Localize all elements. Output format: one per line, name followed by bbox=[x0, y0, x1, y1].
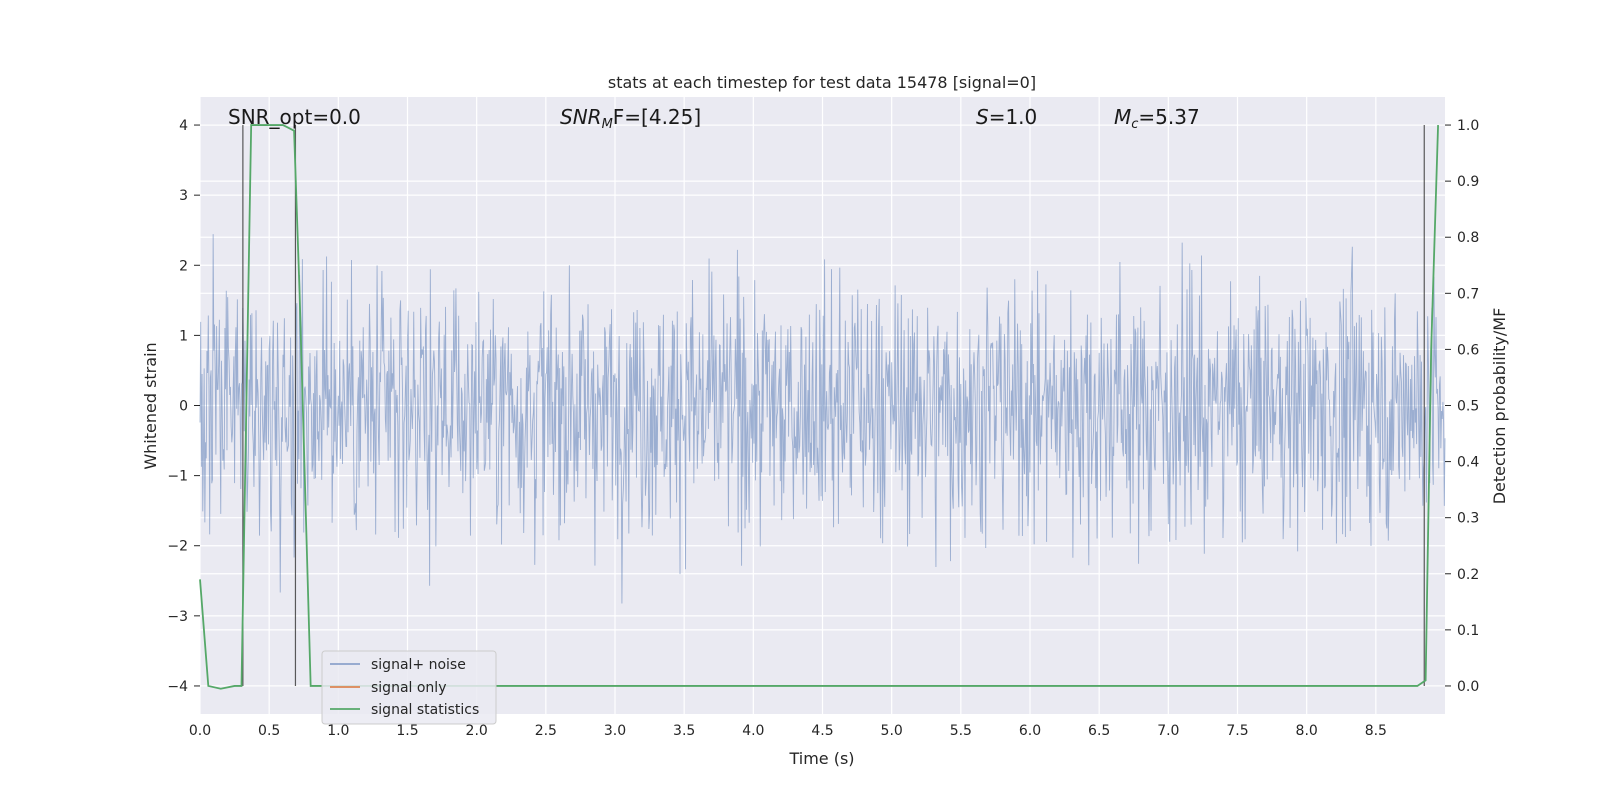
x-axis-ticks: 0.0 0.5 1.0 1.5 2.0 2.5 3.0 3.5 4.0 4.5 5.0 5.5 6.0 6… bbox=[189, 723, 1387, 739]
annotation-mc-sub: c bbox=[1131, 117, 1138, 132]
y2-tick-label: 0.3 bbox=[1457, 511, 1479, 527]
legend-box bbox=[321, 650, 497, 725]
y-tick-label: −2 bbox=[167, 539, 188, 555]
y2-axis-label: Detection probability/MF bbox=[1490, 308, 1509, 505]
y2-tick-label: 0.6 bbox=[1457, 342, 1479, 358]
y2-axis-ticks: 1.0 0.9 0.8 0.7 0.6 0.5 0.4 0.3 0.2 0.1 0.0 bbox=[1445, 118, 1479, 695]
annotation-s-value: =1.0 bbox=[989, 105, 1038, 129]
y-tick-label: −4 bbox=[167, 679, 188, 695]
annotation-mc: Mc=5.37 bbox=[1114, 105, 1200, 132]
y2-tick-label: 0.9 bbox=[1457, 174, 1479, 190]
y2-tick-label: 0.4 bbox=[1457, 455, 1479, 471]
y2-tick-label: 0.1 bbox=[1457, 623, 1479, 639]
legend-entry-signal-only: signal only bbox=[371, 680, 446, 696]
y2-tick-label: 0.7 bbox=[1457, 286, 1479, 302]
chart-title: stats at each timestep for test data 154… bbox=[608, 73, 1036, 92]
x-tick-label: 0.5 bbox=[258, 723, 280, 739]
legend: signal+ noise signal only signal statist… bbox=[321, 650, 497, 725]
y2-tick-label: 0.0 bbox=[1457, 679, 1479, 695]
x-tick-label: 7.0 bbox=[1157, 723, 1179, 739]
x-tick-label: 2.5 bbox=[535, 723, 557, 739]
annotation-snr-mf-value: F=[4.25] bbox=[613, 105, 701, 129]
annotation-snr-mf-main: SNR bbox=[560, 105, 602, 129]
y2-tick-label: 0.5 bbox=[1457, 399, 1479, 415]
y2-tick-label: 1.0 bbox=[1457, 118, 1479, 134]
x-tick-label: 1.0 bbox=[327, 723, 349, 739]
x-tick-label: 6.0 bbox=[1019, 723, 1041, 739]
x-tick-label: 7.5 bbox=[1226, 723, 1248, 739]
x-tick-label: 4.0 bbox=[742, 723, 764, 739]
annotation-mc-value: =5.37 bbox=[1138, 105, 1199, 129]
y2-tick-label: 0.8 bbox=[1457, 230, 1479, 246]
y-tick-label: 1 bbox=[179, 328, 188, 344]
y2-tick-label: 0.2 bbox=[1457, 567, 1479, 583]
x-tick-label: 1.5 bbox=[396, 723, 418, 739]
y-tick-label: 0 bbox=[179, 399, 188, 415]
annotation-s-main: S bbox=[976, 105, 989, 129]
x-tick-label: 3.0 bbox=[604, 723, 626, 739]
annotation-s: S=1.0 bbox=[976, 105, 1037, 129]
y-axis-ticks: 4 3 2 1 0 −1 −2 −3 −4 bbox=[167, 118, 200, 695]
x-tick-label: 4.5 bbox=[811, 723, 833, 739]
legend-entry-noise: signal+ noise bbox=[371, 657, 466, 673]
signal-noise-series bbox=[199, 234, 1446, 604]
annotation-snr-opt: SNR_opt=0.0 bbox=[228, 105, 361, 129]
annotation-mc-main: M bbox=[1114, 105, 1131, 129]
x-tick-label: 5.0 bbox=[881, 723, 903, 739]
y-tick-label: −3 bbox=[167, 609, 188, 625]
legend-entry-statistics: signal statistics bbox=[371, 702, 479, 718]
y-tick-label: −1 bbox=[167, 469, 188, 485]
x-tick-label: 8.0 bbox=[1296, 723, 1318, 739]
x-tick-label: 8.5 bbox=[1365, 723, 1387, 739]
x-tick-label: 6.5 bbox=[1088, 723, 1110, 739]
x-tick-label: 0.0 bbox=[189, 723, 211, 739]
y-tick-label: 2 bbox=[179, 258, 188, 274]
y-tick-label: 4 bbox=[179, 118, 188, 134]
annotation-snr-mf: SNRMF=[4.25] bbox=[560, 105, 701, 132]
x-tick-label: 2.0 bbox=[466, 723, 488, 739]
annotation-snr-mf-sub: M bbox=[602, 117, 613, 132]
x-axis-label: Time (s) bbox=[788, 749, 854, 768]
y-axis-label: Whitened strain bbox=[141, 342, 160, 469]
noise-trace bbox=[199, 234, 1446, 604]
y-tick-label: 3 bbox=[179, 188, 188, 204]
x-tick-label: 3.5 bbox=[673, 723, 695, 739]
x-tick-label: 5.5 bbox=[950, 723, 972, 739]
